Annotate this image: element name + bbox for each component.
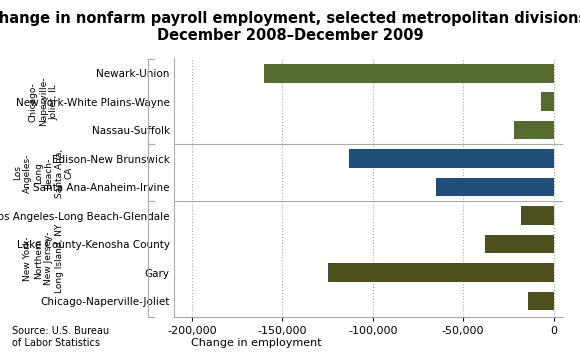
Bar <box>528 292 553 310</box>
Text: Chicago-
Naperville-
Joliet, IL: Chicago- Naperville- Joliet, IL <box>28 77 59 126</box>
Text: Change in employment: Change in employment <box>191 338 322 348</box>
Bar <box>541 93 553 111</box>
Bar <box>349 149 553 168</box>
Bar <box>328 264 553 282</box>
Bar <box>521 206 553 225</box>
Bar <box>264 64 553 82</box>
Bar <box>485 235 553 253</box>
Text: New York-
Northern
New Jersey-
Long Island, NY: New York- Northern New Jersey- Long Isla… <box>23 224 64 293</box>
Bar <box>514 121 553 139</box>
Bar <box>436 178 553 197</box>
Text: Los
Angeles-
Long
Beach-
Santa Ana,
CA: Los Angeles- Long Beach- Santa Ana, CA <box>13 148 74 198</box>
Text: Change in nonfarm payroll employment, selected metropolitan divisions,
December : Change in nonfarm payroll employment, se… <box>0 11 580 43</box>
Text: Source: U.S. Bureau
of Labor Statistics: Source: U.S. Bureau of Labor Statistics <box>12 326 108 348</box>
